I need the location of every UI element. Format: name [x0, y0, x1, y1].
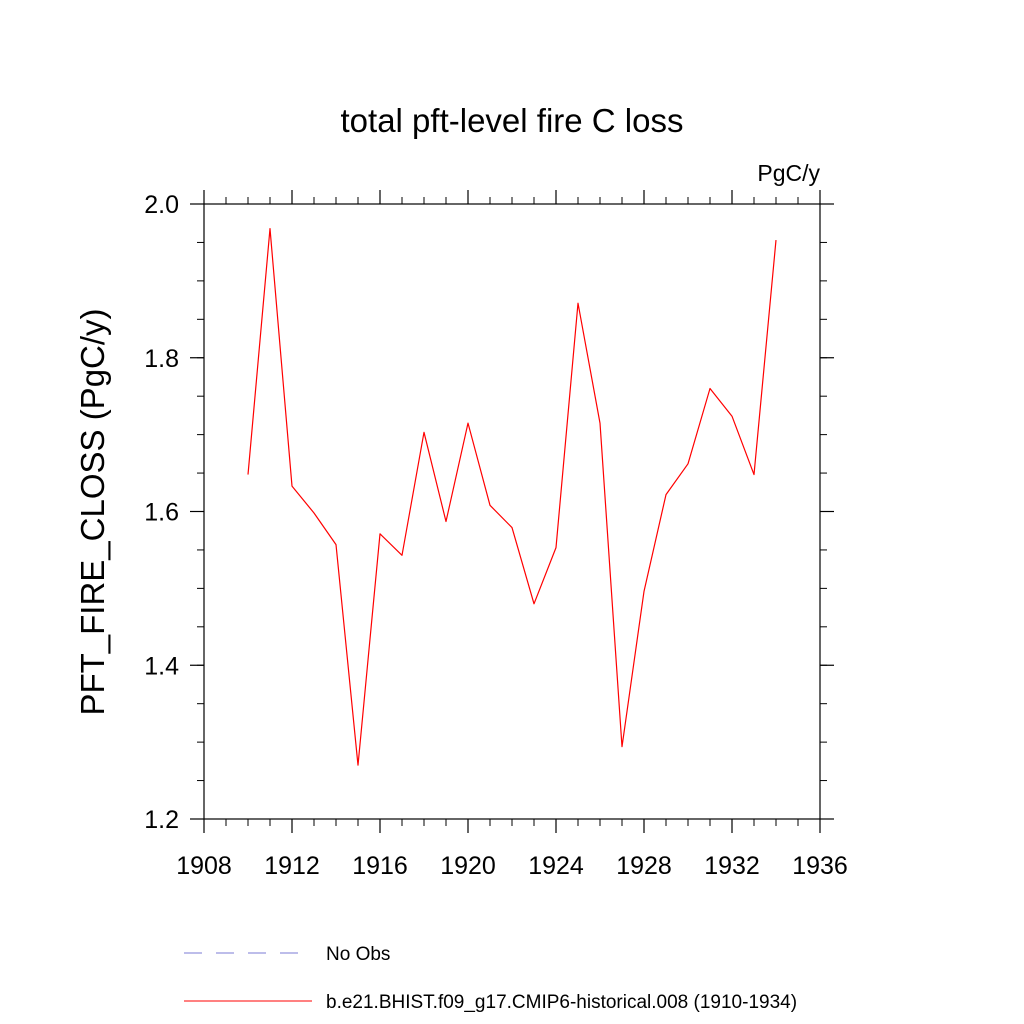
y-tick-label: 1.2: [144, 806, 179, 834]
minor-ticks: [197, 197, 827, 826]
y-tick-label: 1.4: [144, 652, 179, 680]
plot-frame: [203, 203, 821, 820]
major-ticks: [190, 190, 834, 833]
x-tick-label: 1936: [792, 852, 848, 880]
x-tick-label: 1920: [440, 852, 496, 880]
y-tick-label: 1.6: [144, 499, 179, 527]
x-tick-label: 1908: [176, 852, 232, 880]
x-tick-label: 1912: [264, 852, 320, 880]
x-tick-label: 1932: [704, 852, 760, 880]
chart-title: total pft-level fire C loss: [341, 102, 684, 139]
x-tick-labels: 1908 1912 1916 1920 1924 1928 1932 1936: [176, 852, 848, 880]
x-tick-label: 1924: [528, 852, 584, 880]
series-line: [247, 228, 777, 766]
legend-label-0: No Obs: [326, 944, 390, 965]
y-axis-label: PFT_FIRE_CLOSS (PgC/y): [74, 308, 111, 715]
units-label: PgC/y: [757, 160, 820, 186]
y-tick-label: 1.8: [144, 345, 179, 373]
x-tick-label: 1916: [352, 852, 408, 880]
legend-label-1: b.e21.BHIST.f09_g17.CMIP6-historical.008…: [326, 992, 797, 1013]
y-tick-labels: 1.2 1.4 1.6 1.8 2.0: [144, 191, 179, 834]
legend: No Obs b.e21.BHIST.f09_g17.CMIP6-historic…: [184, 944, 797, 1013]
x-tick-label: 1928: [616, 852, 672, 880]
y-tick-label: 2.0: [144, 191, 179, 219]
series-lines: [247, 228, 777, 766]
